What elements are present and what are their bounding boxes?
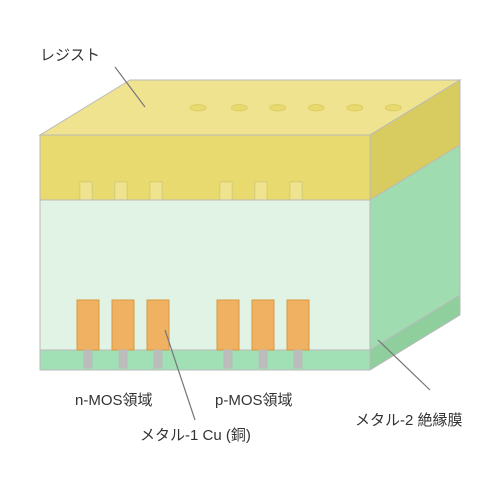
- resist-groove: [255, 182, 267, 200]
- via: [119, 350, 127, 368]
- metal-1-bar: [147, 300, 169, 350]
- metal-1-bar: [77, 300, 99, 350]
- label-resist: レジスト: [40, 47, 100, 64]
- resist-hole: [190, 105, 206, 111]
- resist-hole: [347, 105, 363, 111]
- via: [84, 350, 92, 368]
- resist-groove: [115, 182, 127, 200]
- via: [224, 350, 232, 368]
- resist-hole: [308, 105, 324, 111]
- via: [154, 350, 162, 368]
- resist-hole: [270, 105, 286, 111]
- label-nmos: n-MOS領域: [75, 392, 153, 409]
- metal-1-bar: [217, 300, 239, 350]
- label-metal1: メタル-1 Cu (銅): [140, 427, 251, 444]
- resist-groove: [150, 182, 162, 200]
- label-metal2: メタル-2 絶縁膜: [355, 412, 463, 429]
- resist-hole: [231, 105, 247, 111]
- resist-groove: [80, 182, 92, 200]
- resist-groove: [220, 182, 232, 200]
- metal-1-bar: [112, 300, 134, 350]
- metal-1-bar: [252, 300, 274, 350]
- resist-hole: [385, 105, 401, 111]
- via: [294, 350, 302, 368]
- label-pmos: p-MOS領域: [215, 392, 293, 409]
- resist-groove: [290, 182, 302, 200]
- via: [259, 350, 267, 368]
- metal-1-bar: [287, 300, 309, 350]
